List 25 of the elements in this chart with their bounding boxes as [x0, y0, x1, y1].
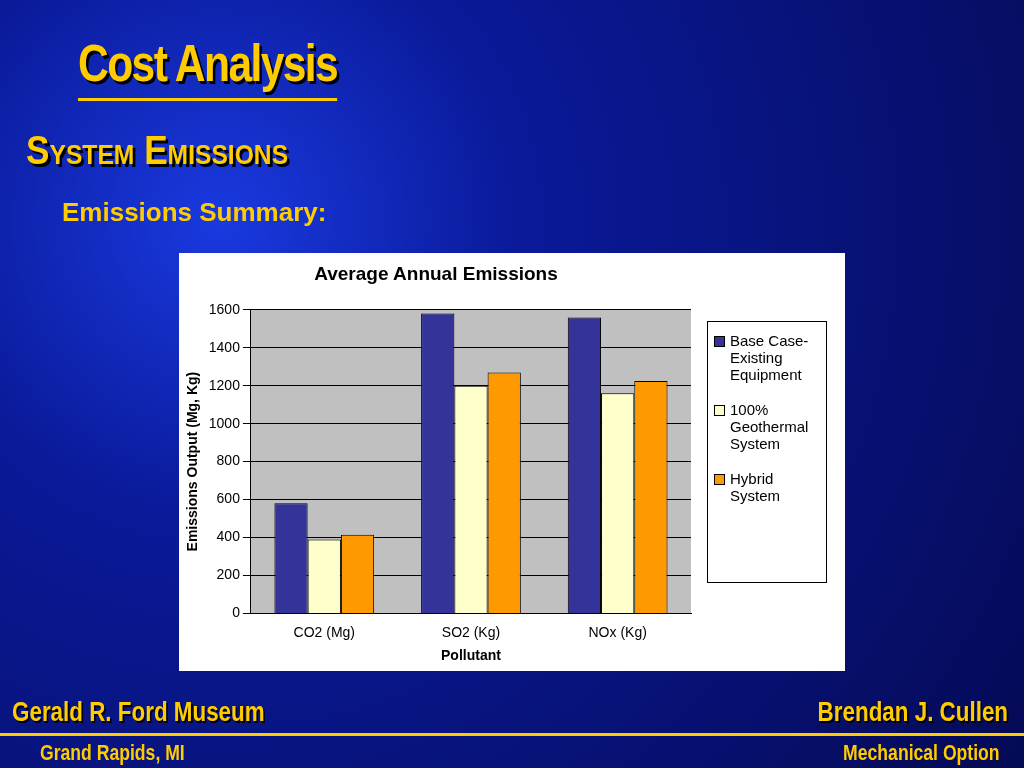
legend-label: Hybrid System — [730, 470, 781, 504]
y-tick-label: 400 — [216, 528, 241, 545]
y-tick-label: 1200 — [208, 376, 241, 393]
legend-label: 100% Geothermal System — [730, 401, 810, 452]
x-tick-label: SO2 (Kg) — [441, 623, 501, 640]
y-tick-label: 200 — [216, 566, 241, 583]
chart-title: Average Annual Emissions — [314, 262, 558, 284]
y-tick-label: 1000 — [208, 414, 241, 431]
y-tick-label: 800 — [216, 452, 241, 469]
text: Gerald R. Ford Museum — [12, 696, 265, 728]
text: Cost Analysis — [78, 28, 338, 101]
x-tick-label: CO2 (Mg) — [293, 623, 356, 640]
y-tick-label: 0 — [232, 604, 241, 621]
x-axis-title: Pollutant — [441, 647, 502, 664]
text: System Emissions — [26, 128, 289, 173]
y-tick-label: 1600 — [208, 300, 241, 317]
text: Mechanical Option — [843, 740, 1000, 766]
x-tick-label: NOx (Kg) — [588, 623, 647, 640]
legend-label: Base Case-Existing Equipment — [730, 332, 810, 383]
y-axis-title: Emissions Output (Mg, Kg) — [184, 371, 201, 552]
y-tick-label: 1400 — [208, 338, 241, 355]
text: Brendan J. Cullen — [817, 696, 1008, 728]
text: Emissions Summary: — [62, 197, 327, 228]
text: Grand Rapids, MI — [40, 740, 185, 766]
y-tick-label: 600 — [216, 490, 241, 507]
